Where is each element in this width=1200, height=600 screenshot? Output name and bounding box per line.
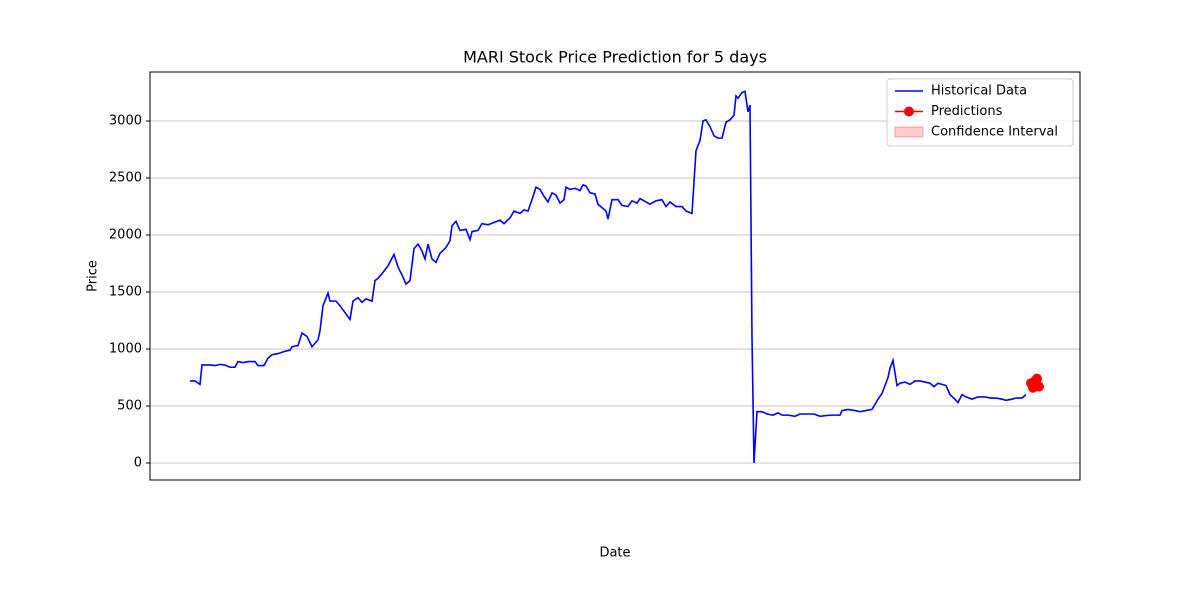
y-axis-label: Price (86, 260, 101, 292)
legend-label: Predictions (931, 104, 1003, 119)
y-tick-label: 3000 (109, 114, 142, 129)
prediction-point (1034, 381, 1044, 392)
y-tick-label: 1500 (109, 285, 142, 300)
plot-frame (149, 71, 1081, 481)
y-tick-label: 500 (117, 399, 142, 414)
legend-box (886, 78, 1074, 147)
legend: Historical Data Predictions Confidence Int… (886, 78, 1074, 147)
y-tick-label: 1000 (109, 342, 142, 357)
y-tick-label: 2000 (109, 228, 142, 243)
y-tick-label: 2500 (109, 171, 142, 186)
legend-swatch (894, 126, 924, 138)
series-line (190, 90, 1027, 464)
legend-label: Confidence Interval (931, 125, 1058, 140)
legend-label: Historical Data (931, 84, 1027, 99)
x-axis-label: Date (599, 546, 630, 561)
confidence-band (1031, 376, 1039, 391)
chart-title: MARI Stock Price Prediction for 5 days (463, 48, 767, 67)
prediction-point (1032, 373, 1042, 384)
legend-marker (904, 106, 914, 117)
y-tick-label: 0 (134, 456, 142, 471)
